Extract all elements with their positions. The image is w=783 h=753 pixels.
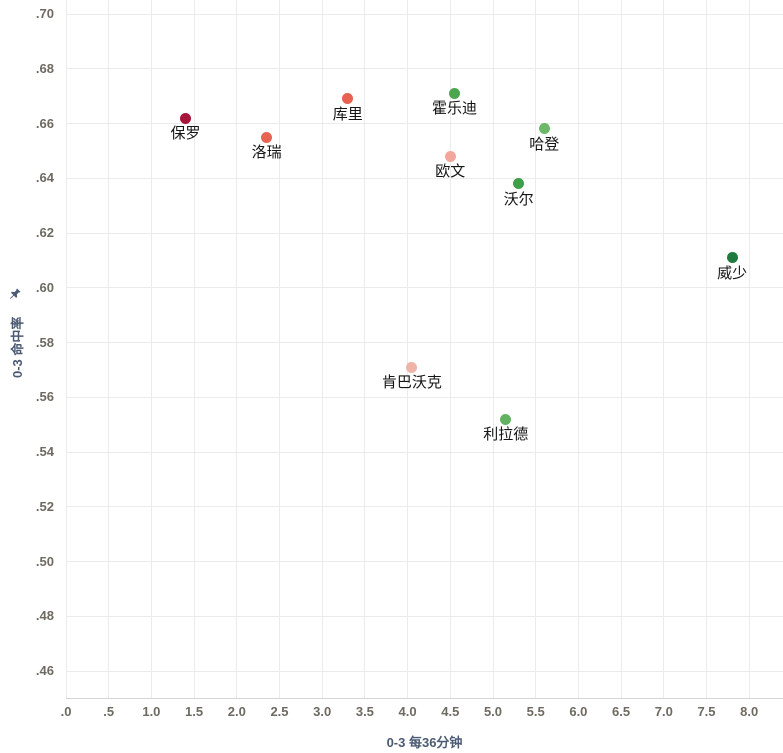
x-axis-title: 0-3 每36分钟 xyxy=(386,735,463,750)
y-gridline xyxy=(66,615,783,617)
x-tick-label: 3.0 xyxy=(313,704,332,719)
x-gridline xyxy=(577,0,579,698)
point-label: 保罗 xyxy=(170,125,201,143)
x-tick-label: 2.0 xyxy=(227,704,246,719)
y-gridline xyxy=(66,13,783,15)
x-gridline xyxy=(321,0,323,698)
y-tick-label: .62 xyxy=(35,225,54,240)
y-tick-label: .68 xyxy=(35,60,54,76)
x-gridline xyxy=(364,0,366,698)
y-gridline xyxy=(66,561,783,562)
scatter-point[interactable] xyxy=(449,87,461,99)
y-tick-label: .54 xyxy=(35,444,54,459)
x-gridline xyxy=(108,0,110,698)
point-label: 库里 xyxy=(332,105,363,123)
x-gridline xyxy=(535,0,537,698)
y-gridline xyxy=(66,342,783,343)
x-tick-label: 4.5 xyxy=(441,704,460,719)
x-tick-label: .5 xyxy=(103,704,115,719)
point-label: 肯巴沃克 xyxy=(381,374,442,392)
y-tick-label: .58 xyxy=(35,334,54,350)
scatter-point[interactable] xyxy=(513,178,525,190)
point-label: 威少 xyxy=(717,264,748,282)
x-gridline xyxy=(706,0,707,698)
y-tick-label: .50 xyxy=(35,553,54,569)
x-gridline xyxy=(150,0,152,698)
point-label: 洛瑞 xyxy=(251,144,282,162)
y-gridline xyxy=(66,177,783,179)
y-tick-label: .46 xyxy=(35,663,54,678)
point-label: 沃尔 xyxy=(503,190,534,208)
pin-icon[interactable] xyxy=(8,287,22,301)
x-axis-line xyxy=(66,698,783,699)
scatter-point[interactable] xyxy=(406,361,418,373)
x-gridline xyxy=(620,0,622,698)
scatter-point[interactable] xyxy=(261,131,273,143)
x-tick-label: .0 xyxy=(60,704,72,719)
y-tick-label: .64 xyxy=(35,170,54,186)
x-gridline xyxy=(279,0,280,698)
y-tick-label: .60 xyxy=(35,279,54,295)
x-tick-label: 6.5 xyxy=(612,704,631,719)
x-gridline xyxy=(748,0,750,698)
x-tick-label: 2.5 xyxy=(270,704,289,719)
x-gridline xyxy=(236,0,238,698)
x-gridline xyxy=(193,0,195,698)
x-tick-label: 7.5 xyxy=(697,704,716,719)
y-gridline xyxy=(66,451,783,453)
x-tick-label: 6.0 xyxy=(569,704,588,719)
scatter-point[interactable] xyxy=(500,413,512,425)
scatter-point[interactable] xyxy=(342,93,354,105)
y-gridline xyxy=(66,287,783,289)
point-label: 哈登 xyxy=(529,135,560,153)
point-label: 霍乐迪 xyxy=(432,100,478,118)
scatter-point[interactable] xyxy=(538,123,550,135)
y-gridline xyxy=(66,506,783,508)
scatter-point[interactable] xyxy=(180,112,192,124)
x-gridline xyxy=(492,0,494,698)
y-tick-label: .48 xyxy=(35,608,54,624)
scatter-point[interactable] xyxy=(726,252,738,264)
scatter-point[interactable] xyxy=(444,150,456,162)
x-gridline xyxy=(663,0,665,698)
x-tick-label: 7.0 xyxy=(654,704,673,719)
y-gridline xyxy=(66,670,783,672)
point-label: 欧文 xyxy=(435,163,466,181)
x-gridline xyxy=(407,0,409,698)
x-tick-label: 5.5 xyxy=(526,704,545,719)
x-tick-label: 8.0 xyxy=(740,704,759,719)
point-label: 利拉德 xyxy=(483,426,529,444)
y-tick-label: .52 xyxy=(35,498,54,514)
y-gridline xyxy=(66,123,783,124)
x-tick-label: 1.0 xyxy=(142,704,161,719)
y-tick-label: .66 xyxy=(35,115,54,131)
x-tick-label: 4.0 xyxy=(398,704,417,719)
x-tick-label: 3.5 xyxy=(355,704,374,719)
y-tick-label: .56 xyxy=(35,389,54,405)
x-tick-label: 5.0 xyxy=(483,704,503,719)
y-gridline xyxy=(66,396,783,398)
y-gridline xyxy=(66,232,783,234)
x-gridline xyxy=(449,0,451,698)
x-gridline xyxy=(65,0,67,698)
x-tick-label: 1.5 xyxy=(185,704,204,719)
y-tick-label: .70 xyxy=(35,6,54,21)
y-gridline xyxy=(66,68,783,70)
